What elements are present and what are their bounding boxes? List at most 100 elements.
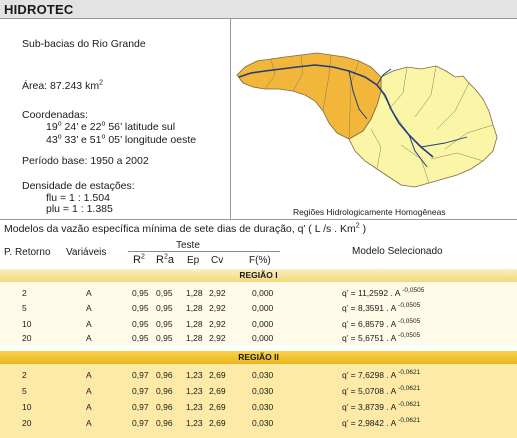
table-row: 10 A 0,95 0,95 1,28 2,92 0,000 q’ = 6,8579 . A … xyxy=(0,318,517,331)
cell-r2a: 0,96 xyxy=(156,386,173,396)
lat-min-a: 24’ e 22 xyxy=(61,121,102,133)
map-tributary-south xyxy=(408,134,428,168)
header-r2: R2 xyxy=(133,253,145,266)
cell-model-formula: q’ = 11,2592 . A xyxy=(342,288,403,298)
table-row: 5 A 0,97 0,96 1,23 2,69 0,030 q’ = 5,0708 . A -… xyxy=(0,385,517,398)
region-i-rows: 2 A 0,95 0,95 1,28 2,92 0,000 q’ = 11,2592 . A … xyxy=(0,282,517,345)
cell-p: 2 xyxy=(22,370,27,380)
header-ep: Ep xyxy=(187,255,200,266)
lon-deg-sign-b: o xyxy=(101,133,106,141)
density-label: Densidade de estações: xyxy=(22,180,135,192)
lat-deg-a: 19 xyxy=(46,121,58,133)
cell-r2a: 0,95 xyxy=(156,319,173,329)
header-r2a: R2a xyxy=(156,253,174,266)
cell-model: q’ = 2,9842 . A -0,0621 xyxy=(342,417,421,428)
lon-deg-sign-a: o xyxy=(57,133,62,141)
cell-ep: 1,23 xyxy=(186,370,203,380)
basin-info-panel: Sub-bacias do Rio Grande Área: 87.243 km… xyxy=(0,20,230,218)
cell-p: 5 xyxy=(22,386,27,396)
cell-r2a: 0,95 xyxy=(156,333,173,343)
table-caption: Modelos da vazão específica mínima de se… xyxy=(4,222,366,236)
cell-model-exponent: -0,0621 xyxy=(398,417,421,425)
cell-model-formula: q’ = 6,8579 . A xyxy=(342,319,399,329)
cell-f: 0,030 xyxy=(252,370,274,380)
header-r2a-base: R xyxy=(156,254,164,266)
cell-model: q’ = 11,2592 . A -0,0505 xyxy=(342,287,425,298)
period-label: Período base: xyxy=(22,155,88,167)
lat-deg-sign-a: o xyxy=(57,120,62,128)
cell-cv: 2,92 xyxy=(209,319,226,329)
cell-ep: 1,23 xyxy=(186,386,203,396)
cell-r2: 0,97 xyxy=(132,370,149,380)
header-test-group: Teste xyxy=(176,240,200,251)
cell-cv: 2,69 xyxy=(209,386,226,396)
header-r2a-exp: 2 xyxy=(163,253,168,261)
header-cv: Cv xyxy=(211,255,224,266)
cell-model-exponent: -0,0505 xyxy=(402,287,425,295)
cell-model-formula: q’ = 7,6298 . A xyxy=(342,370,399,380)
cell-model-exponent: -0,0621 xyxy=(398,401,421,409)
header-r2-exp: 2 xyxy=(140,253,145,261)
cell-r2: 0,97 xyxy=(132,386,149,396)
table-caption-exp: 2 xyxy=(355,222,360,230)
table-row: 5 A 0,95 0,95 1,28 2,92 0,000 q’ = 8,3591 . A -… xyxy=(0,302,517,315)
cell-model-exponent: -0,0505 xyxy=(398,318,421,326)
lon-min-b: 05’ longitude oeste xyxy=(105,134,197,146)
cell-cv: 2,69 xyxy=(209,370,226,380)
lon-deg-a: 43 xyxy=(46,134,58,146)
cell-v: A xyxy=(86,319,92,329)
cell-f: 0,030 xyxy=(252,418,274,428)
model-table: Modelos da vazão específica mínima de se… xyxy=(0,219,517,438)
cell-r2: 0,95 xyxy=(132,288,149,298)
cell-p: 10 xyxy=(22,319,32,329)
cell-model-formula: q’ = 3,8739 . A xyxy=(342,402,399,412)
longitude-line: 43o 33’ e 51o 05’ longitude oeste xyxy=(46,133,197,147)
map-main-river xyxy=(238,64,434,158)
basin-map-panel: Regiões Hidrologicamente Homogêneas xyxy=(230,19,517,219)
area-line: Área: 87.243 km2 xyxy=(22,79,103,93)
cell-model-exponent: -0,0505 xyxy=(398,332,421,340)
period-value: 1950 a 2002 xyxy=(90,155,149,167)
cell-model: q’ = 8,3591 . A -0,0505 xyxy=(342,302,420,313)
table-caption-text: Modelos da vazão específica mínima de se… xyxy=(4,223,356,235)
cell-model: q’ = 7,6298 . A -0,0621 xyxy=(342,369,421,380)
app-title: HIDROTEC xyxy=(4,2,74,17)
cell-ep: 1,28 xyxy=(186,319,203,329)
cell-cv: 2,69 xyxy=(209,402,226,412)
map-tributary-west xyxy=(348,70,368,120)
cell-model: q’ = 5,6751 . A -0,0505 xyxy=(342,332,421,343)
table-row: 20 A 0,95 0,95 1,28 2,92 0,000 q’ = 5,6751 . A … xyxy=(0,332,517,345)
cell-p: 20 xyxy=(22,418,32,428)
cell-model-formula: q’ = 5,0708 . A xyxy=(342,386,399,396)
header-return-period: P. Retorno xyxy=(4,247,51,258)
cell-r2: 0,97 xyxy=(132,418,149,428)
cell-r2a: 0,95 xyxy=(156,288,173,298)
coords-label: Coordenadas: xyxy=(22,109,88,121)
cell-v: A xyxy=(86,333,92,343)
density-flu: flu = 1 : 1.504 xyxy=(46,192,110,204)
cell-model-exponent: -0,0621 xyxy=(398,385,421,393)
cell-model-formula: q’ = 5,6751 . A xyxy=(342,333,399,343)
lon-min-a: 33’ e 51 xyxy=(61,134,102,146)
cell-v: A xyxy=(86,386,92,396)
cell-cv: 2,69 xyxy=(209,418,226,428)
map-region-i xyxy=(236,52,382,140)
basin-name: Sub-bacias do Rio Grande xyxy=(22,38,146,50)
area-exponent: 2 xyxy=(99,79,103,87)
cell-f: 0,000 xyxy=(252,319,274,329)
density-plu: plu = 1 : 1.385 xyxy=(46,203,113,215)
cell-cv: 2,92 xyxy=(209,303,226,313)
header-r2a-sub: a xyxy=(167,254,174,266)
cell-model: q’ = 6,8579 . A -0,0505 xyxy=(342,318,421,329)
cell-p: 2 xyxy=(22,288,27,298)
area-label: Área: xyxy=(22,80,48,92)
period-line: Período base: 1950 a 2002 xyxy=(22,155,149,167)
table-row: 2 A 0,97 0,96 1,23 2,69 0,030 q’ = 7,6298 . A -… xyxy=(0,369,517,382)
cell-v: A xyxy=(86,370,92,380)
cell-model-exponent: -0,0621 xyxy=(398,369,421,377)
table-row: 2 A 0,95 0,95 1,28 2,92 0,000 q’ = 11,2592 . A … xyxy=(0,287,517,300)
region-ii-rows: 2 A 0,97 0,96 1,23 2,69 0,030 q’ = 7,6298 . A -… xyxy=(0,364,517,438)
cell-f: 0,000 xyxy=(252,288,274,298)
cell-r2a: 0,96 xyxy=(156,418,173,428)
